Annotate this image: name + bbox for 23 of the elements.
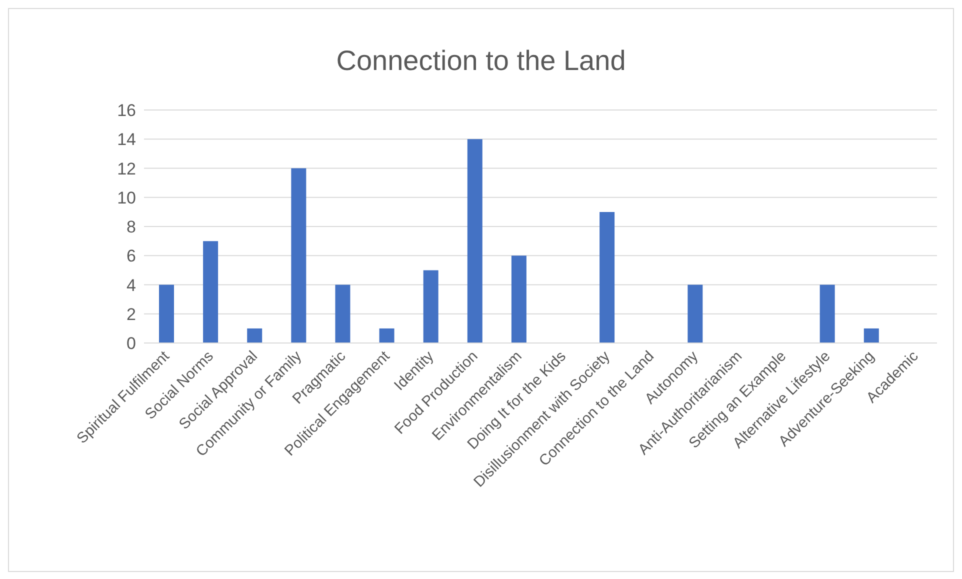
bar (511, 256, 526, 343)
y-tick-label: 8 (126, 218, 136, 237)
bar (423, 270, 438, 343)
bar (159, 284, 174, 343)
bar (379, 328, 394, 343)
y-tick-label: 0 (126, 334, 136, 354)
bar (600, 212, 615, 343)
bar (335, 284, 350, 343)
y-tick-label: 16 (117, 101, 136, 120)
chart-title: Connection to the Land (335, 45, 627, 77)
y-tick-label: 4 (126, 276, 136, 295)
bar (203, 241, 218, 343)
bar (291, 168, 306, 343)
y-tick-label: 2 (126, 304, 136, 324)
bar (820, 284, 835, 343)
bar (864, 328, 879, 343)
bar (467, 139, 482, 343)
y-tick-label: 14 (117, 130, 136, 150)
bar (688, 284, 703, 343)
bar (247, 328, 262, 343)
y-tick-label: 12 (117, 159, 136, 178)
y-tick-label: 6 (126, 246, 136, 266)
y-tick-label: 10 (117, 188, 136, 208)
